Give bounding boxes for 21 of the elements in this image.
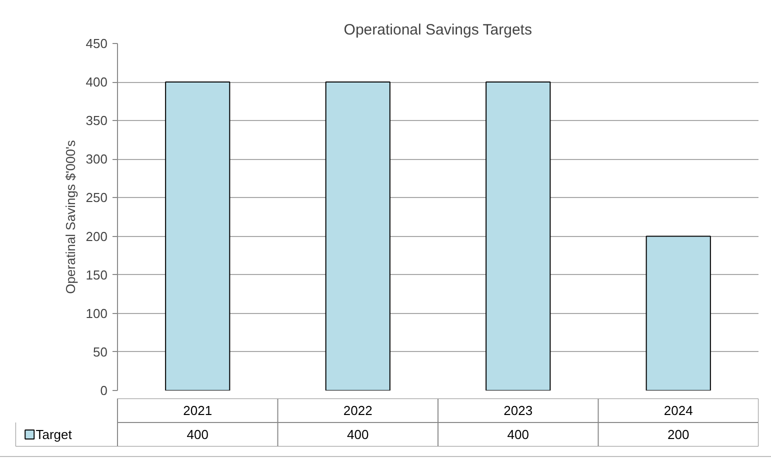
y-tick-label: 250 xyxy=(86,190,108,206)
x-tick-label: 2023 xyxy=(504,403,533,418)
chart-title: Operational Savings Targets xyxy=(344,22,532,38)
y-tick-label: 400 xyxy=(86,74,108,90)
data-label: 400 xyxy=(347,427,369,442)
y-tick-label: 50 xyxy=(93,344,108,360)
x-tick-label: 2021 xyxy=(183,403,212,418)
y-tick-label: 100 xyxy=(86,306,108,321)
y-tick-label: 450 xyxy=(86,36,108,51)
legend-label: Target xyxy=(36,427,72,442)
y-tick-label: 300 xyxy=(86,152,108,167)
x-tick-label: 2024 xyxy=(664,403,693,418)
data-label: 400 xyxy=(507,427,529,442)
x-tick-label: 2022 xyxy=(343,403,372,418)
data-label: 200 xyxy=(668,427,690,442)
data-label: 400 xyxy=(186,427,208,442)
y-axis-title: Operatinal Savings $'000's xyxy=(62,140,78,294)
y-tick-label: 0 xyxy=(100,383,108,398)
y-tick-label: 150 xyxy=(86,267,108,282)
y-tick-label: 200 xyxy=(86,228,108,244)
y-tick-label: 350 xyxy=(86,113,108,128)
